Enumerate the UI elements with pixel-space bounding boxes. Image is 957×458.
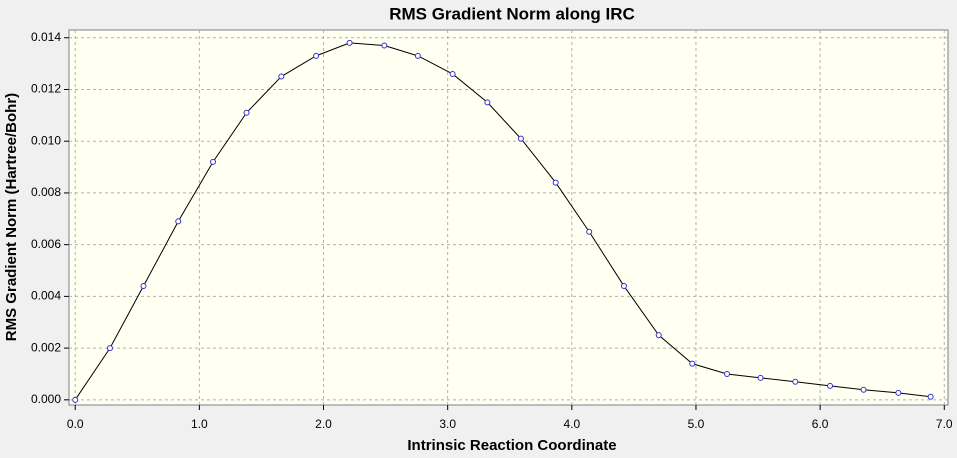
y-tick-label: 0.002: [31, 340, 61, 354]
point: [313, 52, 320, 59]
x-tick-label: 2.0: [315, 417, 332, 431]
point: [449, 70, 456, 77]
x-tick-label: 5.0: [688, 417, 705, 431]
line: [74, 42, 931, 401]
point: [792, 378, 799, 385]
point: [895, 389, 902, 396]
point: [724, 370, 731, 377]
point: [860, 386, 867, 393]
point: [346, 39, 353, 46]
point: [243, 109, 250, 116]
y-tick-label: 0.014: [31, 30, 61, 44]
x-axis-label: Intrinsic Reaction Coordinate: [407, 437, 616, 454]
y-tick-label: 0.012: [31, 82, 61, 96]
y-tick-label: 0.000: [31, 392, 61, 406]
y-tick-label: 0.004: [31, 289, 61, 303]
point: [72, 396, 79, 403]
point: [175, 218, 182, 225]
point: [827, 382, 834, 389]
x-tick-label: 0.0: [67, 417, 84, 431]
point: [586, 228, 593, 235]
point: [620, 283, 627, 290]
x-tick-label: 7.0: [936, 417, 953, 431]
y-tick-label: 0.008: [31, 185, 61, 199]
point: [106, 345, 113, 352]
x-tick-label: 4.0: [563, 417, 580, 431]
point: [381, 42, 388, 49]
y-tick-label: 0.006: [31, 237, 61, 251]
point: [278, 73, 285, 80]
chart-title: RMS Gradient Norm along IRC: [389, 4, 635, 23]
point: [689, 360, 696, 367]
y-tick-label: 0.010: [31, 133, 61, 147]
point: [757, 374, 764, 381]
plot-area: [68, 29, 949, 406]
point: [484, 99, 491, 106]
x-tick-label: 3.0: [439, 417, 456, 431]
point: [927, 393, 934, 400]
point: [655, 332, 662, 339]
point: [414, 52, 421, 59]
point: [517, 135, 524, 142]
point: [140, 283, 147, 290]
point: [552, 179, 559, 186]
y-axis-label: RMS Gradient Norm (Hartree/Bohr): [3, 93, 20, 341]
point: [210, 158, 217, 165]
x-tick-label: 1.0: [191, 417, 208, 431]
x-tick-label: 6.0: [812, 417, 829, 431]
